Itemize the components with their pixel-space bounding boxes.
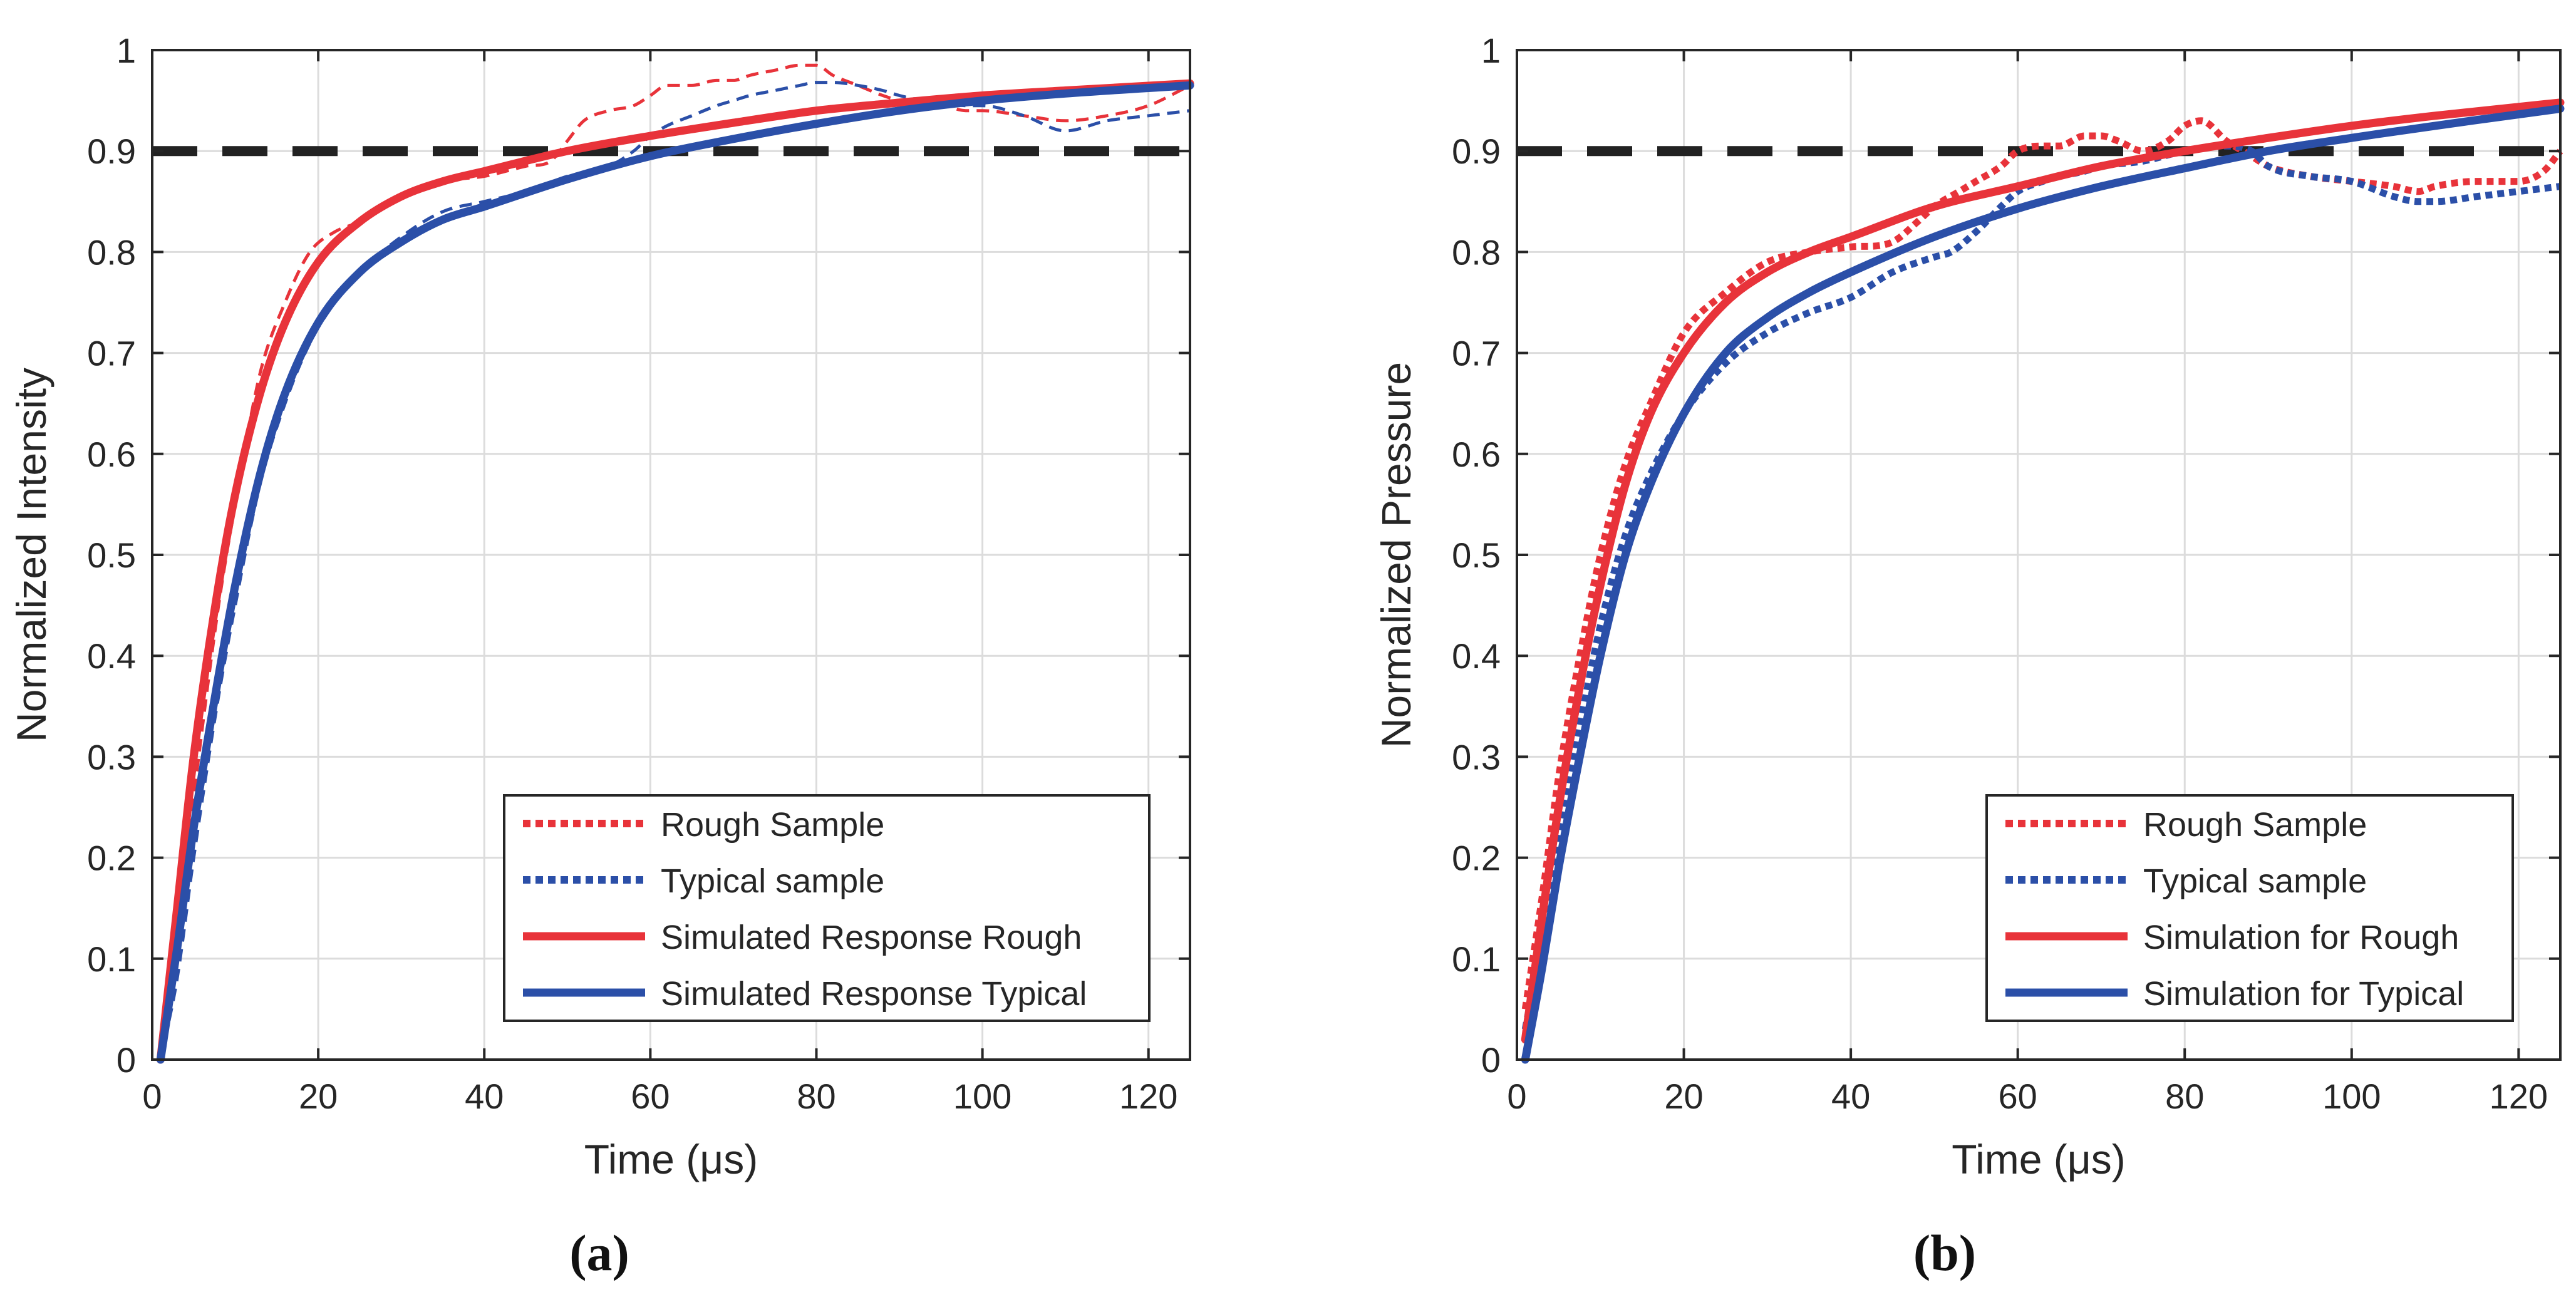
y-tick-label: 0.9 xyxy=(87,132,136,171)
y-tick-label: 0.2 xyxy=(1452,839,1501,878)
y-tick-label: 0.1 xyxy=(1452,939,1501,979)
x-axis-label: Time (μs) xyxy=(584,1136,758,1182)
panel-b-caption: (b) xyxy=(1913,1224,1976,1281)
x-axis-label: Time (μs) xyxy=(1952,1136,2126,1182)
y-tick-label: 0.8 xyxy=(87,232,136,272)
x-tick-label: 40 xyxy=(1831,1077,1870,1116)
legend-label-4: Simulated Response Typical xyxy=(661,975,1087,1013)
x-tick-label: 80 xyxy=(2165,1077,2204,1116)
x-tick-label: 60 xyxy=(631,1077,670,1116)
y-tick-label: 0.7 xyxy=(1452,334,1501,373)
legend-label-4: Simulation for Typical xyxy=(2143,975,2464,1013)
y-tick-label: 0.5 xyxy=(1452,535,1501,575)
tick-group: 0 20 40 60 80 100 120 0 0.1 0.2 0.3 0.4 0.5 0.6 0.7 0.8… xyxy=(1452,31,2560,1116)
legend: Rough Sample Typical sample Simulated Resp… xyxy=(503,794,1151,1022)
legend: Rough Sample Typical sample Simulation for… xyxy=(1985,794,2514,1022)
y-axis-label: Normalized Intensity xyxy=(8,368,54,742)
series-line-3 xyxy=(1521,98,2565,1044)
x-tick-label: 60 xyxy=(1999,1077,2037,1116)
legend-label-1: Rough Sample xyxy=(2143,806,2367,844)
panel-a-chart: 0 20 40 60 80 100 120 0 0.1 0.2 0.3 0.4 0.5 0.6 0.7 0.8… xyxy=(8,31,1194,1182)
x-tick-label: 80 xyxy=(797,1077,835,1116)
y-axis-label: Normalized Pressure xyxy=(1373,362,1419,748)
x-tick-label: 0 xyxy=(142,1077,162,1116)
legend-label-1: Rough Sample xyxy=(661,806,884,844)
y-tick-label: 0.4 xyxy=(87,636,136,676)
y-tick-label: 0.3 xyxy=(1452,737,1501,777)
y-tick-label: 0.6 xyxy=(87,435,136,474)
x-tick-label: 100 xyxy=(2322,1077,2381,1116)
panel-b-chart: 0 20 40 60 80 100 120 0 0.1 0.2 0.3 0.4 0.5 0.6 0.7 0.8… xyxy=(1373,31,2565,1182)
x-tick-label: 40 xyxy=(465,1077,504,1116)
y-tick-label: 0.8 xyxy=(1452,232,1501,272)
x-tick-label: 100 xyxy=(953,1077,1011,1116)
y-tick-label: 0.3 xyxy=(87,737,136,777)
series-line-3 xyxy=(156,79,1194,1064)
y-tick-label: 1 xyxy=(116,31,136,70)
series-group xyxy=(1521,98,2565,1064)
y-tick-label: 0.7 xyxy=(87,334,136,373)
tick-group: 0 20 40 60 80 100 120 0 0.1 0.2 0.3 0.4 0.5 0.6 0.7 0.8… xyxy=(87,31,1190,1116)
legend-label-2: Typical sample xyxy=(2143,862,2367,900)
y-tick-label: 0.9 xyxy=(1452,132,1501,171)
y-tick-label: 0.4 xyxy=(1452,636,1501,676)
y-tick-label: 0.6 xyxy=(1452,435,1501,474)
y-tick-label: 1 xyxy=(1481,31,1501,70)
series-line-4 xyxy=(156,81,1194,1064)
y-tick-label: 0 xyxy=(1481,1040,1501,1080)
legend-box xyxy=(1985,794,2514,1022)
y-tick-label: 0 xyxy=(116,1040,136,1080)
series-line-4 xyxy=(1521,105,2565,1064)
legend-label-3: Simulated Response Rough xyxy=(661,919,1082,956)
legend-label-2: Typical sample xyxy=(661,862,884,900)
panel-a-caption: (a) xyxy=(569,1224,629,1281)
series-group xyxy=(156,63,1194,1064)
x-tick-label: 120 xyxy=(2490,1077,2548,1116)
x-tick-label: 0 xyxy=(1507,1077,1526,1116)
x-tick-label: 120 xyxy=(1119,1077,1177,1116)
y-tick-label: 0.5 xyxy=(87,535,136,575)
legend-box xyxy=(503,794,1151,1022)
x-tick-label: 20 xyxy=(1664,1077,1703,1116)
y-tick-label: 0.1 xyxy=(87,939,136,979)
x-tick-label: 20 xyxy=(299,1077,338,1116)
legend-label-3: Simulation for Rough xyxy=(2143,919,2459,956)
y-tick-label: 0.2 xyxy=(87,839,136,878)
